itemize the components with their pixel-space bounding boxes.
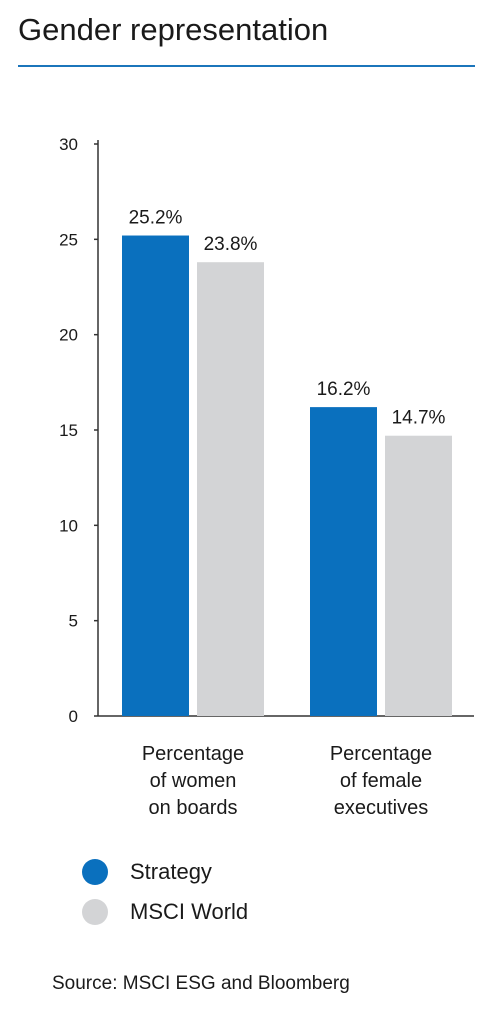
y-tick-label-30: 30 (59, 135, 78, 154)
category-label-1: Percentage of female executives (330, 743, 432, 819)
data-label-msci-world-0: 23.8% (204, 234, 258, 255)
title-underline (18, 65, 475, 67)
bar-strategy-0 (122, 235, 189, 716)
y-tick-label-5: 5 (69, 612, 78, 631)
y-tick-label-20: 20 (59, 326, 78, 345)
y-tick-label-15: 15 (59, 421, 78, 440)
legend-item-msci-world: MSCI World (82, 892, 248, 932)
bar-msci-world-0 (197, 262, 264, 716)
bar-strategy-1 (310, 407, 377, 716)
bar-chart: 0 5 10 15 20 25 30 25.2% 23.8% Percentage of women… (59, 135, 474, 819)
y-tick-label-0: 0 (69, 707, 78, 726)
legend-swatch-strategy (82, 859, 108, 885)
data-label-strategy-0: 25.2% (129, 208, 183, 229)
legend-item-strategy: Strategy (82, 852, 248, 892)
bar-msci-world-1 (385, 435, 452, 716)
y-tick-label-10: 10 (59, 516, 78, 535)
y-tick-label-25: 25 (59, 230, 78, 249)
legend-label-msci-world: MSCI World (130, 899, 249, 924)
legend: Strategy MSCI World (82, 852, 248, 932)
data-label-strategy-1: 16.2% (317, 379, 371, 400)
legend-swatch-msci-world (82, 899, 108, 925)
category-label-0: Percentage of women on boards (142, 743, 244, 819)
source-note: Source: MSCI ESG and Bloomberg (52, 973, 350, 994)
chart-title: Gender representation (18, 12, 329, 47)
data-label-msci-world-1: 14.7% (392, 408, 446, 429)
legend-label-strategy: Strategy (130, 859, 212, 884)
